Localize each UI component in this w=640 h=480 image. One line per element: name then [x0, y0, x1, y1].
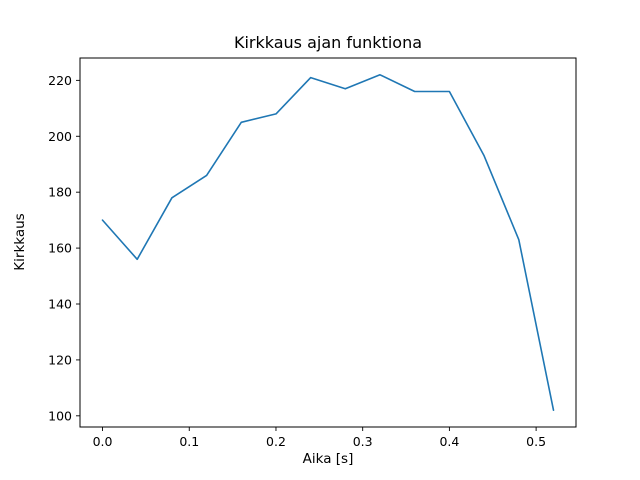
- y-tick-label: 100: [48, 408, 72, 423]
- y-tick-label: 200: [48, 129, 72, 144]
- x-tick-label: 0.2: [266, 434, 286, 449]
- x-tick-label: 0.3: [353, 434, 373, 449]
- x-tick-label: 0.0: [93, 434, 113, 449]
- y-axis-label: Kirkkaus: [12, 213, 28, 270]
- data-line: [101, 74, 555, 412]
- x-axis-label: Aika [s]: [303, 451, 354, 467]
- y-tick-label: 180: [48, 185, 72, 200]
- x-tick-label: 0.1: [179, 434, 199, 449]
- plot-area: 0.0 0.1 0.2 0.3 0.4 0.5 100 120 140 160 180 200 220: [48, 57, 577, 449]
- y-tick-label: 140: [48, 297, 72, 312]
- x-tick-label: 0.5: [526, 434, 546, 449]
- y-tick-label: 120: [48, 352, 72, 367]
- y-tick-label: 160: [48, 241, 72, 256]
- chart-title: Kirkkaus ajan funktiona: [234, 33, 422, 52]
- y-tick-label: 220: [48, 73, 72, 88]
- axes-spines: [79, 57, 577, 428]
- x-tick-label: 0.4: [439, 434, 459, 449]
